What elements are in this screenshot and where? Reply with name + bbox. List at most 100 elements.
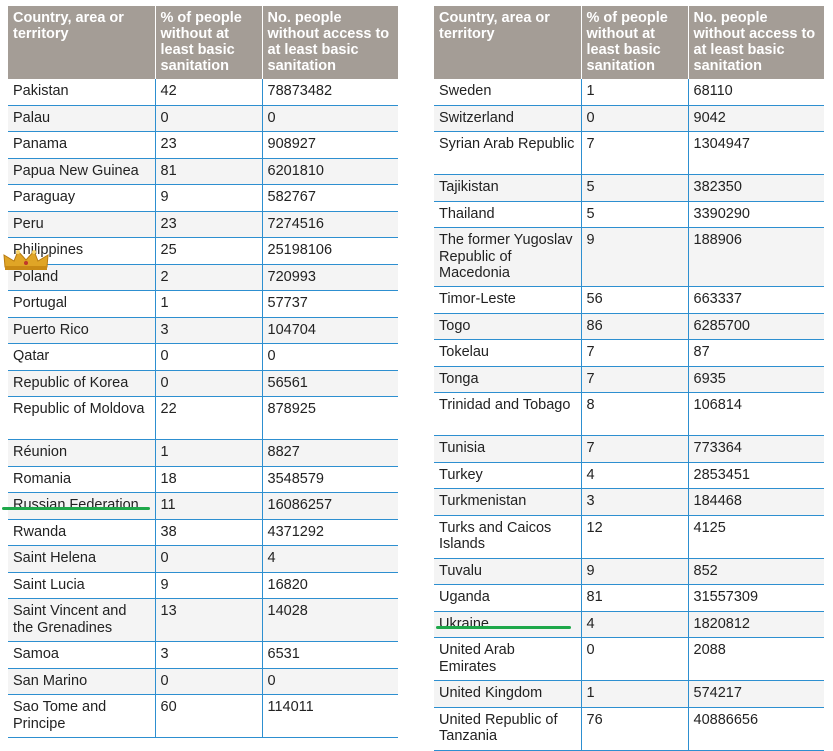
table-row: Rwanda 38 4371292 (8, 519, 398, 546)
count-cell: 87 (687, 339, 824, 367)
country-cell: Peru (8, 211, 155, 238)
percent-cell: 3 (580, 488, 688, 516)
table-row: Saint Lucia 9 16820 (8, 572, 398, 599)
table-row: Ukraine 4 1820812 (434, 611, 824, 638)
country-cell: Ukraine (434, 611, 581, 638)
country-cell: Tuvalu (434, 558, 581, 585)
percent-cell: 0 (154, 370, 262, 397)
percent-cell: 1 (580, 680, 688, 708)
country-cell: Tajikistan (434, 174, 581, 202)
percent-cell: 7 (580, 435, 688, 463)
percent-cell: 13 (154, 598, 262, 642)
percent-cell: 23 (154, 211, 262, 238)
percent-cell: 2 (154, 264, 262, 291)
country-cell: Romania (8, 466, 155, 493)
percent-cell: 86 (580, 313, 688, 340)
table-row: Trinidad and Tobago 8 106814 (434, 392, 824, 436)
percent-cell: 4 (580, 611, 688, 638)
header-count: No. people without access to at least ba… (261, 6, 398, 79)
country-cell: Tokelau (434, 339, 581, 367)
count-cell: 57737 (261, 290, 398, 318)
ukraine-highlight-underline (436, 626, 571, 629)
table-row: Portugal 1 57737 (8, 290, 398, 318)
count-cell: 4125 (687, 515, 824, 559)
country-cell: Sao Tome and Principe (8, 694, 155, 738)
table-row: Switzerland 0 9042 (434, 105, 824, 132)
table-row: Republic of Moldova 22 878925 (8, 396, 398, 440)
percent-cell: 60 (154, 694, 262, 738)
country-cell: Qatar (8, 343, 155, 371)
header-count: No. people without access to at least ba… (687, 6, 824, 79)
header-country: Country, area or territory (8, 6, 155, 79)
count-cell: 114011 (261, 694, 398, 738)
table-row: United Republic of Tanzania 76 40886656 (434, 707, 824, 751)
table-row: Peru 23 7274516 (8, 211, 398, 238)
country-cell: Saint Lucia (8, 572, 155, 599)
table-header-row: Country, area or territory % of people w… (8, 6, 398, 79)
percent-cell: 23 (154, 131, 262, 159)
count-cell: 14028 (261, 598, 398, 642)
count-cell: 574217 (687, 680, 824, 708)
table-row: Turks and Caicos Islands 12 4125 (434, 515, 824, 559)
table-body: Pakistan 42 78873482 Palau 0 0 Panama 23 908927 P… (8, 79, 398, 738)
country-cell: Rwanda (8, 519, 155, 546)
table-row: Tajikistan 5 382350 (434, 174, 824, 202)
table-row: Paraguay 9 582767 (8, 184, 398, 212)
percent-cell: 81 (154, 158, 262, 185)
table-row: Sweden 1 68110 (434, 79, 824, 106)
count-cell: 40886656 (687, 707, 824, 751)
percent-cell: 22 (154, 396, 262, 440)
percent-cell: 5 (580, 174, 688, 202)
count-cell: 6285700 (687, 313, 824, 340)
table-row: Papua New Guinea 81 6201810 (8, 158, 398, 185)
sanitation-table-right: Country, area or territory % of people w… (434, 6, 824, 751)
count-cell: 6201810 (261, 158, 398, 185)
percent-cell: 9 (154, 572, 262, 599)
table-row: Turkey 4 2853451 (434, 462, 824, 489)
table-row: Philippines 25 25198106 (8, 237, 398, 265)
percent-cell: 3 (154, 641, 262, 669)
country-cell: Papua New Guinea (8, 158, 155, 185)
country-cell: Turkey (434, 462, 581, 489)
country-cell: Republic of Moldova (8, 396, 155, 440)
count-cell: 184468 (687, 488, 824, 516)
table-row: Saint Vincent and the Grenadines 13 14028 (8, 598, 398, 642)
count-cell: 9042 (687, 105, 824, 132)
table-row: Samoa 3 6531 (8, 641, 398, 669)
country-cell: Thailand (434, 201, 581, 228)
country-cell: Turks and Caicos Islands (434, 515, 581, 559)
country-cell: Russian Federation (8, 492, 155, 520)
table-row: Togo 86 6285700 (434, 313, 824, 340)
country-cell: Saint Vincent and the Grenadines (8, 598, 155, 642)
percent-cell: 0 (154, 545, 262, 573)
country-cell: Réunion (8, 439, 155, 467)
table-row: Qatar 0 0 (8, 343, 398, 371)
country-cell: Portugal (8, 290, 155, 318)
country-cell: Trinidad and Tobago (434, 392, 581, 436)
count-cell: 31557309 (687, 584, 824, 612)
table-row: Republic of Korea 0 56561 (8, 370, 398, 397)
count-cell: 878925 (261, 396, 398, 440)
percent-cell: 18 (154, 466, 262, 493)
table-row: Turkmenistan 3 184468 (434, 488, 824, 516)
count-cell: 773364 (687, 435, 824, 463)
table-row: Tunisia 7 773364 (434, 435, 824, 463)
count-cell: 3390290 (687, 201, 824, 228)
percent-cell: 12 (580, 515, 688, 559)
country-cell: Tunisia (434, 435, 581, 463)
percent-cell: 38 (154, 519, 262, 546)
count-cell: 4 (261, 545, 398, 573)
country-cell: Puerto Rico (8, 317, 155, 344)
table-row: Puerto Rico 3 104704 (8, 317, 398, 344)
table-row: Pakistan 42 78873482 (8, 79, 398, 106)
country-cell: Paraguay (8, 184, 155, 212)
percent-cell: 9 (154, 184, 262, 212)
percent-cell: 56 (580, 286, 688, 314)
percent-cell: 1 (154, 439, 262, 467)
country-cell: Samoa (8, 641, 155, 669)
country-cell: Poland (8, 264, 155, 291)
count-cell: 25198106 (261, 237, 398, 265)
country-cell: Saint Helena (8, 545, 155, 573)
percent-cell: 0 (154, 105, 262, 132)
table-row: Sao Tome and Principe 60 114011 (8, 694, 398, 738)
